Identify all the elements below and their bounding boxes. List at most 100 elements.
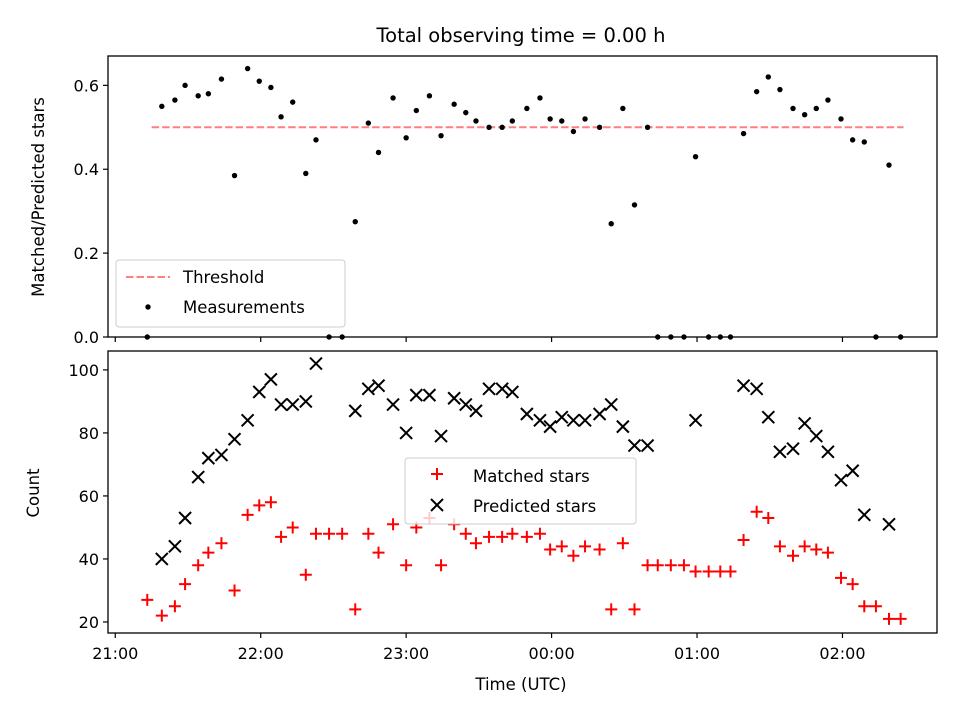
top-plot-frame: [107, 55, 938, 338]
matched-star-marker: [435, 559, 448, 572]
predicted-star-marker: [834, 473, 848, 487]
measurement-point: [326, 334, 332, 340]
predicted-star-marker: [821, 445, 835, 459]
matched-star-marker: [883, 612, 896, 625]
top-y-axis-label: Matched/Predicted stars: [29, 97, 48, 297]
measurement-point: [244, 65, 251, 72]
bottom-y-axis-label: Count: [24, 468, 43, 518]
top-y-tick-label: 0.4: [74, 160, 99, 179]
predicted-star-marker: [155, 552, 169, 566]
measurement-point: [365, 120, 372, 126]
top-y-tick-label: 0.0: [74, 328, 99, 347]
measurement-point: [620, 105, 626, 112]
legend-predicted-swatch: [430, 498, 444, 512]
predicted-star-marker: [201, 451, 216, 465]
bottom-plot-frame: [107, 350, 938, 634]
predicted-star-marker: [434, 429, 448, 443]
matched-star-marker: [798, 540, 811, 553]
predicted-star-marker: [797, 416, 812, 431]
matched-star-marker: [616, 537, 629, 550]
predicted-star-marker: [809, 429, 823, 443]
predicted-star-marker: [505, 385, 520, 399]
measurement-point: [813, 105, 819, 112]
matched-star-marker: [506, 527, 519, 540]
predicted-star-marker: [227, 432, 242, 446]
measurement-point: [886, 162, 892, 168]
measurement-point: [172, 97, 178, 103]
measurement-point: [838, 116, 844, 122]
matched-star-marker: [253, 499, 266, 512]
matched-star-marker: [544, 543, 557, 556]
matched-star-marker: [835, 571, 848, 584]
matched-star-marker: [496, 530, 509, 543]
x-tick-label: 00:00: [529, 644, 575, 663]
measurement-point: [352, 218, 358, 225]
measurement-point: [438, 132, 444, 139]
predicted-star-marker: [616, 419, 630, 434]
top-legend: Threshold Measurements: [115, 259, 346, 328]
measurement-point: [681, 334, 687, 340]
predicted-star-marker: [592, 407, 607, 421]
matched-star-marker: [459, 527, 472, 540]
matched-star-markers: [141, 496, 907, 625]
predicted-star-marker: [447, 391, 461, 405]
predicted-star-marker: [520, 407, 534, 421]
predicted-star-marker: [578, 413, 592, 428]
measurement-point: [486, 124, 492, 130]
bottom-legend-box: [404, 457, 637, 525]
predicted-star-marker: [773, 445, 787, 459]
predicted-star-marker: [482, 382, 496, 396]
measurement-point: [339, 334, 345, 340]
matched-star-marker: [286, 521, 299, 534]
bottom-y-tick-label: 100: [68, 361, 99, 380]
predicted-star-marker: [399, 426, 413, 440]
legend-matched-swatch: [431, 468, 443, 480]
measurement-point: [801, 112, 808, 118]
measurement-point: [873, 334, 879, 340]
measurement-point: [451, 101, 457, 107]
top-legend-box: [115, 259, 346, 328]
measurement-point: [426, 93, 433, 99]
predicted-star-marker: [240, 413, 255, 428]
x-tick-label: 22:00: [238, 644, 284, 663]
predicted-star-marker: [168, 539, 182, 554]
measurement-point: [608, 221, 614, 227]
measurement-point: [375, 149, 382, 156]
measurement-point: [509, 118, 516, 124]
matched-star-marker: [702, 565, 715, 578]
measurement-point: [861, 139, 867, 145]
predicted-star-marker: [299, 394, 313, 409]
measurement-point: [413, 107, 420, 114]
matched-star-marker: [533, 527, 546, 540]
predicted-star-marker: [214, 448, 229, 462]
predicted-star-marker: [274, 397, 288, 412]
measurement-point: [582, 116, 588, 122]
measurement-point: [705, 334, 712, 340]
matched-star-marker: [579, 540, 592, 553]
matched-star-marker: [372, 546, 385, 559]
legend-measurements-label: Measurements: [183, 298, 305, 317]
matched-star-marker: [264, 496, 277, 509]
matched-star-marker: [605, 603, 618, 616]
measurement-point: [313, 137, 319, 143]
measurement-point: [256, 78, 262, 84]
measurement-point: [570, 128, 577, 135]
measurement-point: [473, 118, 479, 124]
matched-star-marker: [469, 537, 482, 550]
matched-star-marker: [192, 559, 205, 572]
matched-star-marker: [155, 609, 168, 622]
predicted-star-marker: [348, 404, 362, 418]
measurement-point: [463, 109, 469, 116]
predicted-star-marker: [495, 382, 509, 396]
matched-star-marker: [724, 565, 737, 578]
measurement-point: [195, 93, 201, 99]
measurement-point: [159, 103, 165, 110]
matched-star-marker: [228, 584, 241, 597]
predicted-star-marker: [761, 410, 775, 424]
matched-star-marker: [750, 505, 763, 518]
matched-star-marker: [714, 565, 727, 578]
matched-star-marker: [810, 543, 823, 556]
matched-star-marker: [179, 578, 192, 591]
predicted-star-marker: [627, 438, 642, 453]
